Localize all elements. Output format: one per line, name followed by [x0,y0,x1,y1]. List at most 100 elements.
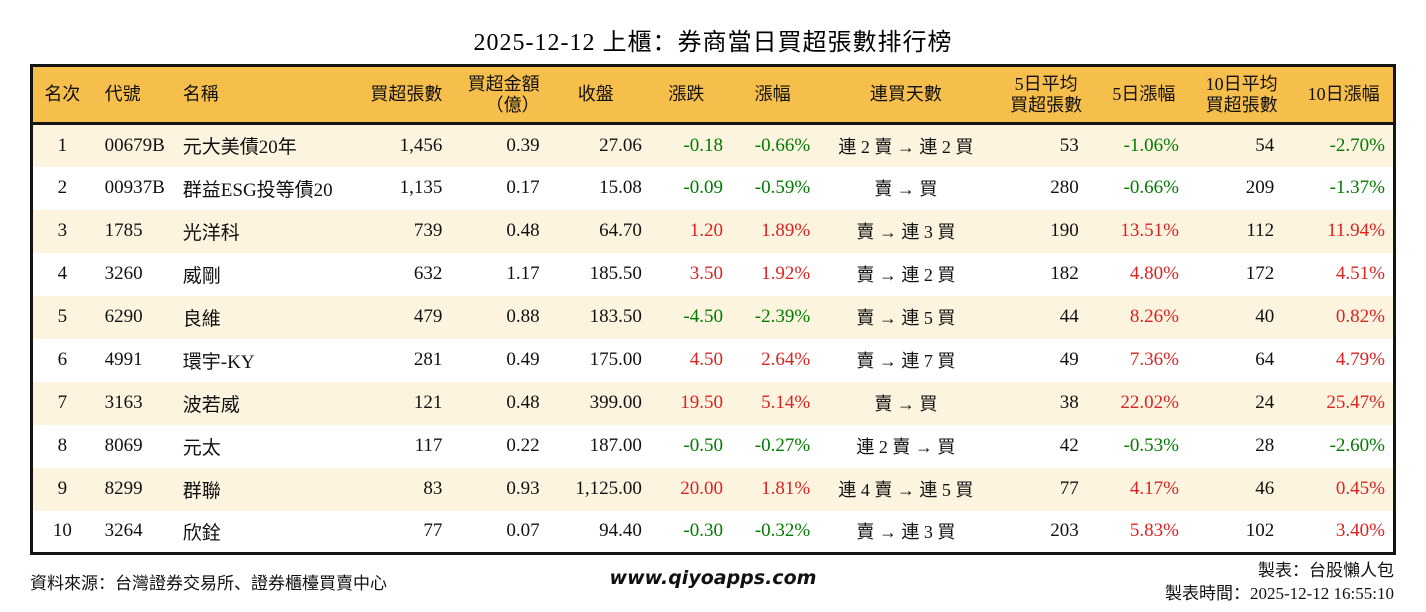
cell-amount: 0.22 [506,435,540,456]
cell-name: 元太 [182,437,221,459]
cell-pct5: -0.66% [1123,177,1179,198]
cell-pct10: 0.45% [1335,478,1385,499]
cell-name: 波若威 [182,394,240,416]
cell-avg10: 24 [1255,392,1275,413]
cell-avg5: 44 [1059,306,1079,327]
col-header-net-buy: 買超張數 [357,65,453,124]
cell-amount: 0.39 [506,134,540,156]
cell-pct5: 4.17% [1129,478,1179,499]
cell-name: 環宇-KY [182,351,255,373]
cell-net-buy: 739 [413,220,443,241]
cell-amount: 0.48 [506,220,540,241]
cell-amount: 0.48 [506,392,540,413]
footer-data-source: 資料來源：台灣證券交易所、證券櫃檯買賣中心 [30,574,387,593]
cell-avg5: 182 [1050,263,1079,284]
cell-avg5: 190 [1050,220,1079,241]
col-header-amount-line2: （億） [485,94,540,115]
cell-change: 4.50 [689,349,723,370]
col-header-change: 漲跌 [647,65,733,124]
cell-name: 群益ESG投等債20 [182,179,333,201]
col-header-avg10-line1: 10日平均 [1205,73,1278,94]
cell-streak: 連 2 賣 → 連 2 買 [838,136,974,157]
cell-change-pct: -2.39% [754,306,811,327]
cell-amount: 0.88 [506,306,540,327]
cell-amount: 0.49 [506,349,540,370]
cell-avg5: 49 [1059,349,1079,370]
cell-name: 欣銓 [182,522,221,544]
cell-rank: 7 [57,392,68,413]
cell-change-pct: 5.14% [761,392,811,413]
cell-rank: 4 [57,263,68,284]
cell-code: 3264 [104,520,143,542]
cell-pct10: 25.47% [1326,392,1385,413]
cell-rank: 6 [57,349,68,370]
cell-streak: 賣 → 連 3 買 [856,522,956,543]
cell-net-buy: 632 [413,263,443,284]
footer-website: www.qiyoapps.com [609,567,817,589]
col-header-name: 名稱 [166,65,358,124]
cell-name: 元大美債20年 [182,137,297,159]
cell-pct5: 22.02% [1120,392,1179,413]
cell-change-pct: 1.89% [761,220,811,241]
col-header-pct5: 5日漲幅 [1098,65,1189,124]
col-header-pct10: 10日漲幅 [1294,65,1395,124]
cell-pct10: 11.94% [1327,220,1385,241]
cell-change: 3.50 [689,263,723,284]
table-row: 9 8299 群聯 83 0.93 1,125.00 20.00 1.81% 連 4 賣 → 連… [31,467,1395,511]
cell-pct10: 4.79% [1335,349,1385,370]
cell-net-buy: 1,135 [399,177,443,198]
col-header-rank: 名次 [31,65,92,124]
page-title: 2025-12-12 上櫃：券商當日買超張數排行榜 [473,30,953,56]
table-row: 7 3163 波若威 121 0.48 399.00 19.50 5.14% 賣 → 買 38 22… [31,381,1395,425]
cell-pct5: 8.26% [1129,306,1179,327]
col-header-avg10: 10日平均 買超張數 [1188,65,1295,124]
cell-close: 399.00 [589,392,642,413]
table-row: 1 00679B 元大美債20年 1,456 0.39 27.06 -0.18 -0.66% 連… [31,123,1395,167]
cell-avg5: 53 [1059,134,1079,156]
cell-change-pct: -0.59% [754,177,811,198]
cell-close: 183.50 [589,306,642,327]
cell-streak: 連 2 賣 → 買 [856,437,956,457]
cell-net-buy: 121 [413,392,443,413]
cell-pct5: 7.36% [1129,349,1179,370]
table-row: 4 3260 威剛 632 1.17 185.50 3.50 1.92% 賣 → 連 2 買 18… [31,252,1395,296]
cell-close: 187.00 [589,435,642,456]
cell-close: 64.70 [599,220,642,241]
cell-close: 185.50 [589,263,642,284]
cell-change-pct: -0.32% [754,520,811,542]
cell-code: 8299 [104,478,143,499]
cell-change: -0.18 [683,134,723,156]
cell-rank: 3 [57,220,68,241]
cell-change: 19.50 [680,392,723,413]
cell-change: -0.09 [683,177,723,198]
cell-rank: 5 [57,306,68,327]
footer-maker: 製表：台股懶人包 [1258,561,1394,580]
table-row: 6 4991 環宇-KY 281 0.49 175.00 4.50 2.64% 賣 → 連 7 … [31,338,1395,382]
cell-streak: 賣 → 連 3 買 [856,222,956,242]
col-header-avg5-line2: 買超張數 [1010,94,1083,115]
cell-net-buy: 1,456 [399,134,443,156]
cell-avg10: 54 [1255,134,1275,156]
cell-avg10: 172 [1245,263,1275,284]
footer-credits: 製表：台股懶人包 製表時間：2025-12-12 16:55:10 [1165,559,1394,605]
cell-code: 6290 [104,306,143,327]
cell-change: 20.00 [680,478,723,499]
cell-close: 175.00 [589,349,642,370]
col-header-amount-line1: 買超金額 [467,73,540,94]
cell-rank: 2 [57,177,68,198]
cell-code: 00679B [104,134,165,156]
col-header-avg5: 5日平均 買超張數 [993,65,1099,124]
table-body: 1 00679B 元大美債20年 1,456 0.39 27.06 -0.18 -0.66% 連… [31,123,1395,554]
cell-streak: 賣 → 買 [874,179,938,199]
cell-name: 良維 [182,308,221,330]
cell-avg5: 42 [1059,435,1079,456]
col-header-avg10-line2: 買超張數 [1205,94,1278,115]
cell-streak: 連 4 賣 → 連 5 買 [838,480,974,500]
footer-made-time: 製表時間：2025-12-12 16:55:10 [1164,584,1394,603]
col-header-change-pct: 漲幅 [733,65,819,124]
cell-name: 群聯 [182,480,221,502]
cell-change: -0.30 [683,520,723,542]
cell-avg10: 46 [1255,478,1275,499]
cell-rank: 8 [57,435,68,456]
header-row: 名次 代號 名稱 買超張數 買超金額 （億） 收盤 漲跌 漲幅 連買天數 5日平… [31,65,1395,124]
